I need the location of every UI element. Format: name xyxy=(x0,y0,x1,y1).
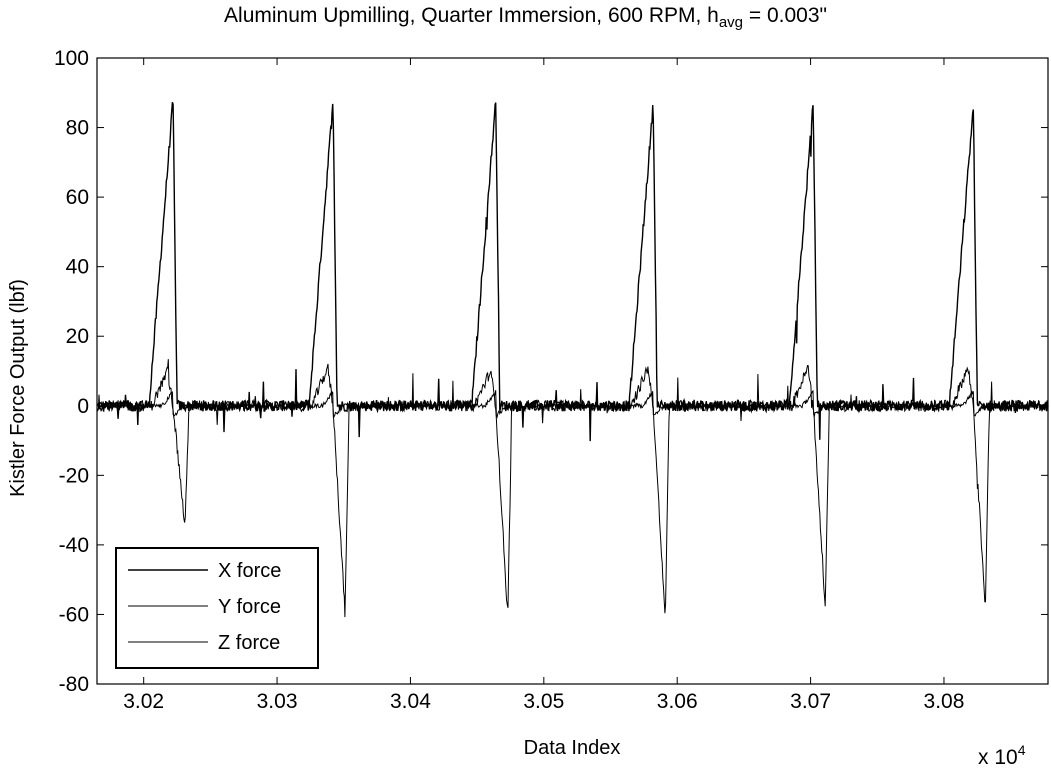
y-tick-label: 20 xyxy=(66,325,89,348)
chart-title-subscript: avg xyxy=(718,14,744,32)
x-tick-label: 3.03 xyxy=(257,690,298,713)
y-tick-label: -40 xyxy=(59,534,89,557)
legend-label: Y force xyxy=(218,596,281,618)
y-tick-label: 60 xyxy=(66,186,89,209)
series-line-z-force xyxy=(96,389,1049,419)
y-tick-label: -60 xyxy=(59,603,89,626)
plot-frame xyxy=(96,57,1049,685)
x-tick-label: 3.05 xyxy=(523,690,564,713)
y-tick-label: 100 xyxy=(54,47,89,70)
y-tick-label: 80 xyxy=(66,117,89,140)
x-multiplier-label: x 104 xyxy=(978,742,1026,768)
series-layer xyxy=(96,101,1049,618)
series-line-y-force xyxy=(96,359,1049,618)
x-multiplier-exponent: 4 xyxy=(1018,742,1026,758)
chart-title-prefix: Aluminum Upmilling, Quarter Immersion, 6… xyxy=(224,4,719,27)
y-tick-label: 40 xyxy=(66,256,89,279)
x-tick-label: 3.06 xyxy=(657,690,698,713)
legend: X force Y force Z force xyxy=(115,547,319,669)
y-axis-label: Kistler Force Output (lbf) xyxy=(7,279,29,497)
chart-title: Aluminum Upmilling, Quarter Immersion, 6… xyxy=(0,4,1051,31)
axes-layer: 3.02 3.03 3.04 3.05 3.06 3.07 3.08 -80 -60 -40 -20… xyxy=(54,47,1049,713)
legend-label: Z force xyxy=(218,632,280,654)
y-tick-label: -80 xyxy=(59,673,89,696)
legend-box xyxy=(115,547,319,669)
chart-title-suffix: = 0.003" xyxy=(743,4,827,27)
x-tick-label: 3.04 xyxy=(390,690,431,713)
x-tick-label: 3.08 xyxy=(924,690,965,713)
series-line-x-force xyxy=(96,101,1049,442)
x-tick-label: 3.07 xyxy=(790,690,831,713)
x-tick-label: 3.02 xyxy=(123,690,164,713)
y-tick-label: -20 xyxy=(59,464,89,487)
legend-label: X force xyxy=(218,560,281,582)
y-tick-label: 0 xyxy=(77,395,89,418)
x-axis-label: Data Index xyxy=(524,737,621,759)
x-multiplier-base: x 10 xyxy=(978,746,1018,768)
